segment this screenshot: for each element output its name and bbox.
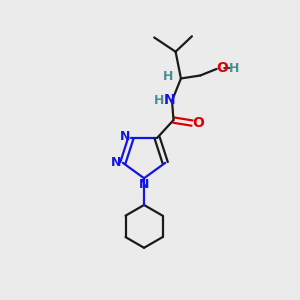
Text: O: O (216, 61, 228, 75)
Text: N: N (139, 178, 149, 191)
Text: H: H (229, 62, 240, 75)
Text: O: O (193, 116, 204, 130)
Text: N: N (111, 156, 122, 169)
Text: H: H (163, 70, 174, 83)
Text: H: H (154, 94, 165, 107)
Text: N: N (164, 93, 176, 107)
Text: N: N (120, 130, 130, 143)
